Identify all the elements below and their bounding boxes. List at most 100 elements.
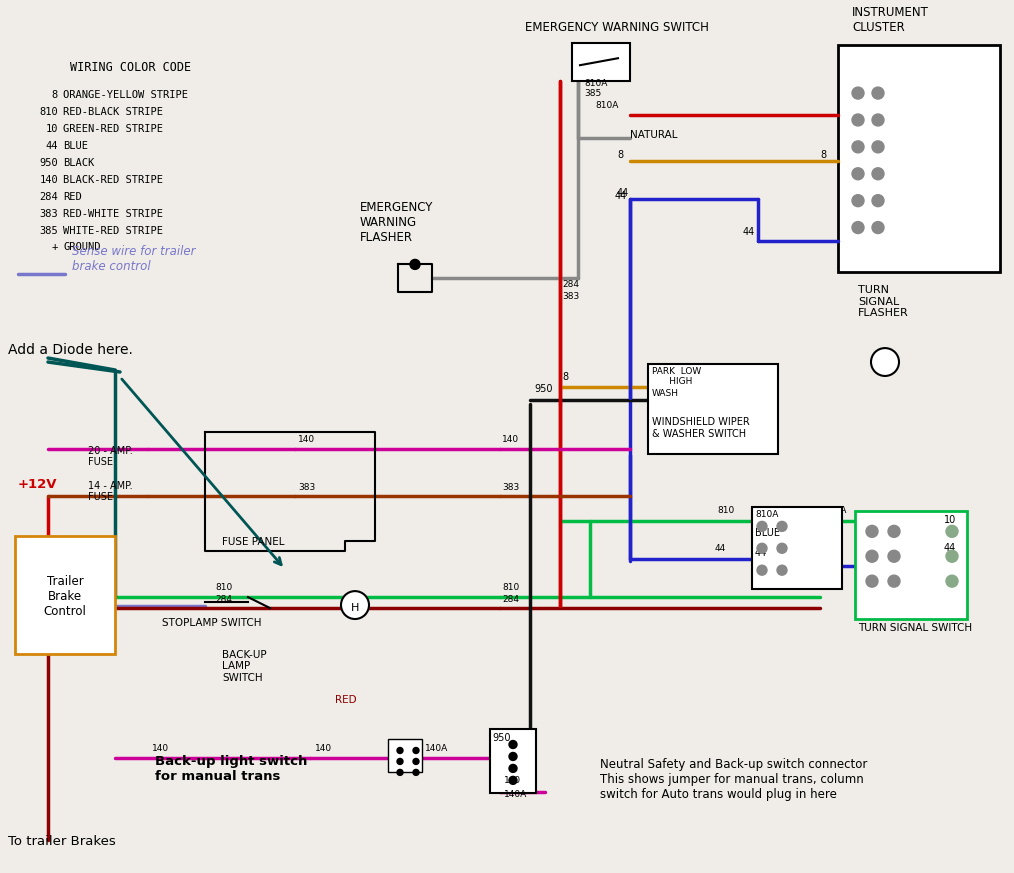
Bar <box>15 536 115 654</box>
Bar <box>752 507 842 589</box>
Text: GREEN-RED STRIPE: GREEN-RED STRIPE <box>63 124 163 134</box>
Circle shape <box>946 526 958 537</box>
Circle shape <box>852 87 864 99</box>
Text: 810A: 810A <box>595 101 619 110</box>
Text: +12V: +12V <box>18 478 58 491</box>
Circle shape <box>341 591 369 619</box>
Text: To trailer Brakes: To trailer Brakes <box>8 835 116 848</box>
Circle shape <box>509 753 517 760</box>
Circle shape <box>872 141 884 153</box>
Text: 950: 950 <box>534 384 553 394</box>
Text: 10: 10 <box>944 515 956 526</box>
Circle shape <box>757 521 767 532</box>
Text: 385: 385 <box>40 225 58 236</box>
Text: WIRING COLOR CODE: WIRING COLOR CODE <box>70 61 191 74</box>
Circle shape <box>871 348 899 376</box>
Text: BLUE: BLUE <box>63 141 88 151</box>
Circle shape <box>757 565 767 575</box>
Bar <box>855 512 967 619</box>
Text: TURN SIGNAL SWITCH: TURN SIGNAL SWITCH <box>858 623 972 633</box>
Circle shape <box>852 195 864 207</box>
Text: WASH: WASH <box>652 388 679 398</box>
Circle shape <box>413 769 419 775</box>
Circle shape <box>397 747 403 753</box>
Text: H: H <box>351 603 359 613</box>
Bar <box>490 729 536 794</box>
Text: 44: 44 <box>762 563 775 574</box>
Circle shape <box>872 168 884 180</box>
Text: 140: 140 <box>502 435 519 443</box>
Text: 140A: 140A <box>504 790 527 800</box>
Circle shape <box>852 222 864 234</box>
Text: Sense wire for trailer
brake control: Sense wire for trailer brake control <box>72 245 196 273</box>
Text: RED: RED <box>63 192 82 202</box>
Text: EMERGENCY
WARNING
FLASHER: EMERGENCY WARNING FLASHER <box>360 201 433 244</box>
Circle shape <box>888 575 900 588</box>
Text: 383: 383 <box>562 292 579 301</box>
Text: 140: 140 <box>152 745 169 753</box>
Circle shape <box>509 740 517 748</box>
Text: GROUND: GROUND <box>63 243 100 252</box>
Text: 810: 810 <box>215 583 232 592</box>
Text: 383: 383 <box>502 483 519 491</box>
Text: 810: 810 <box>502 583 519 592</box>
Circle shape <box>872 195 884 207</box>
Text: EMERGENCY WARNING SWITCH: EMERGENCY WARNING SWITCH <box>525 21 709 34</box>
Text: 140: 140 <box>315 745 333 753</box>
Circle shape <box>888 526 900 537</box>
Circle shape <box>866 550 878 562</box>
Text: 140: 140 <box>298 435 315 443</box>
Text: 140A: 140A <box>425 745 448 753</box>
Text: WHITE-RED STRIPE: WHITE-RED STRIPE <box>63 225 163 236</box>
Text: 810: 810 <box>717 506 734 515</box>
Text: BLUE: BLUE <box>755 528 780 539</box>
Circle shape <box>413 759 419 765</box>
Text: 284: 284 <box>562 280 579 289</box>
Circle shape <box>410 259 420 270</box>
Text: Add a Diode here.: Add a Diode here. <box>8 343 133 357</box>
Text: WINDSHIELD WIPER
& WASHER SWITCH: WINDSHIELD WIPER & WASHER SWITCH <box>652 417 749 439</box>
Text: 810A: 810A <box>755 511 779 519</box>
Bar <box>838 45 1000 272</box>
Text: RED: RED <box>335 695 357 705</box>
Circle shape <box>852 141 864 153</box>
Circle shape <box>866 526 878 537</box>
Circle shape <box>866 575 878 588</box>
Text: BLACK: BLACK <box>63 158 94 168</box>
Text: 8: 8 <box>562 372 568 382</box>
Text: 20 - AMP.
FUSE: 20 - AMP. FUSE <box>88 446 133 467</box>
Circle shape <box>872 87 884 99</box>
Text: 44: 44 <box>755 548 768 558</box>
Bar <box>648 364 778 454</box>
Circle shape <box>871 348 899 376</box>
Bar <box>388 739 422 773</box>
Text: BLUE: BLUE <box>762 551 787 561</box>
Bar <box>572 44 630 81</box>
Text: 140: 140 <box>504 776 521 786</box>
Circle shape <box>397 769 403 775</box>
Text: 8: 8 <box>617 150 624 160</box>
Text: 284: 284 <box>40 192 58 202</box>
Text: 44: 44 <box>617 188 630 197</box>
Text: 44: 44 <box>715 544 726 553</box>
Circle shape <box>777 565 787 575</box>
Text: 385: 385 <box>584 89 601 98</box>
Text: +: + <box>52 243 58 252</box>
Text: TURN
SIGNAL
FLASHER: TURN SIGNAL FLASHER <box>858 285 909 318</box>
Text: FUSE PANEL: FUSE PANEL <box>222 537 285 547</box>
Circle shape <box>852 114 864 126</box>
Text: 44: 44 <box>743 226 755 237</box>
Circle shape <box>509 776 517 784</box>
Text: 950: 950 <box>40 158 58 168</box>
Text: 14 - AMP.
FUSE: 14 - AMP. FUSE <box>88 481 133 502</box>
Text: 8: 8 <box>820 150 826 160</box>
Text: RED-WHITE STRIPE: RED-WHITE STRIPE <box>63 209 163 218</box>
Circle shape <box>888 550 900 562</box>
Text: 284: 284 <box>215 595 232 604</box>
Text: 810A: 810A <box>584 79 607 88</box>
Text: 140: 140 <box>40 175 58 185</box>
Text: Back-up light switch
for manual trans: Back-up light switch for manual trans <box>155 755 307 783</box>
Text: HIGH: HIGH <box>652 377 693 386</box>
Circle shape <box>341 591 369 619</box>
Circle shape <box>777 543 787 553</box>
